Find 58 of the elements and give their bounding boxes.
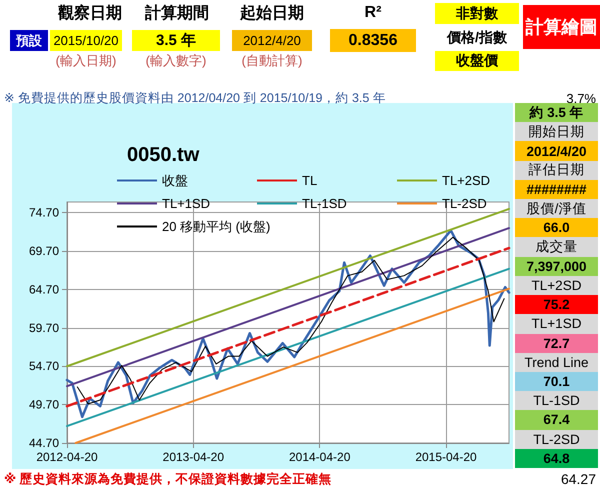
- text: 75.2: [515, 295, 598, 314]
- y-tick-label: 74.70: [28, 206, 60, 220]
- text: 觀察日期: [56, 3, 123, 24]
- y-tick-label: 64.70: [28, 282, 60, 296]
- text: ※ 免費提供的歷史股價資料由 2012/04/20 到 2015/10/19，約 3.5 年: [4, 90, 387, 106]
- text: ※ 歷史資料來源為免費提供，不保證資料數據完全正確無: [4, 470, 333, 488]
- x-tick-label: 2012-04-20: [36, 450, 98, 464]
- text: 約 3.5 年: [515, 103, 598, 122]
- text: 2012/4/20: [232, 30, 312, 51]
- text: (輸入日期): [54, 53, 118, 69]
- text: TL-1SD: [515, 391, 598, 410]
- y-tick-label: 49.70: [28, 398, 60, 412]
- text: ########: [515, 180, 598, 200]
- text: 64.27: [560, 470, 596, 488]
- text: 2012/4/20: [515, 141, 598, 161]
- text: 價格/指數: [446, 28, 508, 46]
- y-tick-label: 59.70: [28, 320, 60, 335]
- text: TL-2SD: [515, 430, 598, 449]
- text: 3.5 年: [132, 30, 220, 51]
- x-tick-label: 2015-04-20: [415, 450, 478, 464]
- text: 70.1: [515, 372, 598, 392]
- text: 3.7%: [565, 90, 596, 106]
- legend-label: 收盤: [162, 173, 188, 188]
- text: Trend Line: [515, 352, 598, 372]
- y-tick-label: 54.70: [28, 359, 60, 374]
- y-tick-label: 69.70: [28, 244, 60, 258]
- text: 股價/淨值: [515, 199, 598, 218]
- text: 0.8356: [330, 29, 416, 52]
- legend-label: TL: [302, 173, 318, 188]
- text: 7,397,000: [515, 256, 598, 276]
- text: 評估日期: [515, 160, 598, 180]
- text: 2015/10/20: [50, 30, 122, 51]
- chart-title: 0050.tw: [127, 144, 200, 166]
- text: 72.7: [515, 334, 598, 353]
- text: 開始日期: [515, 122, 598, 142]
- legend-label: TL+2SD: [442, 173, 490, 188]
- legend-label: 20 移動平均 (收盤): [162, 219, 270, 234]
- legend-label: TL+1SD: [162, 196, 210, 211]
- text: 成交量: [515, 237, 598, 257]
- y-tick-label: 44.70: [28, 436, 60, 450]
- x-tick-label: 2014-04-20: [288, 450, 351, 464]
- text: (輸入數字): [144, 53, 208, 69]
- text: 起始日期: [239, 4, 305, 24]
- text: TL+2SD: [515, 276, 598, 296]
- text: 計算期間: [144, 3, 210, 24]
- text: 預設: [10, 30, 48, 51]
- text: 非對數: [435, 3, 519, 24]
- text: R²: [364, 3, 382, 23]
- legend-label: TL-1SD: [302, 196, 347, 211]
- text: 計算繪圖: [523, 5, 600, 49]
- text: TL+1SD: [515, 314, 598, 334]
- x-tick-label: 2013-04-20: [162, 450, 224, 464]
- text: (自動計算): [240, 53, 304, 69]
- text: 67.4: [515, 410, 598, 430]
- text: 收盤價: [435, 51, 519, 71]
- legend-label: TL-2SD: [442, 196, 487, 211]
- text: 66.0: [515, 218, 598, 238]
- text: 64.8: [515, 448, 598, 468]
